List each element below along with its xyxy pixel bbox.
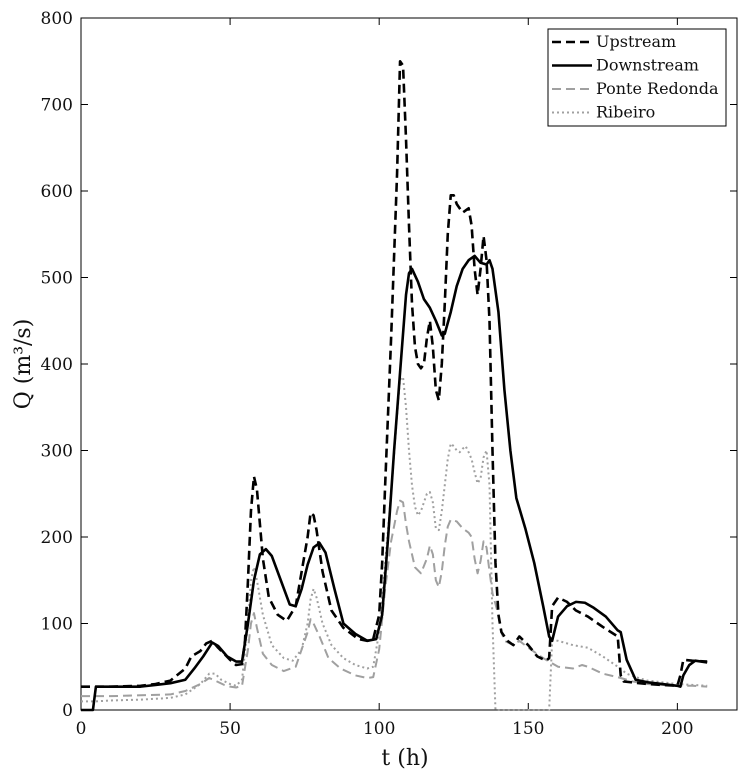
series-layer xyxy=(81,59,708,712)
y-tick-label: 500 xyxy=(41,269,73,289)
y-tick-label: 0 xyxy=(62,701,73,721)
y-tick-label: 200 xyxy=(41,528,73,548)
legend-entry-label: Upstream xyxy=(596,32,676,51)
series-line-downstream xyxy=(81,254,708,712)
x-tick-label: 50 xyxy=(219,719,241,739)
x-tick-label: 0 xyxy=(76,719,87,739)
y-axis-label: Q (m³/s) xyxy=(11,319,36,410)
y-tick-label: 300 xyxy=(41,442,73,462)
legend-entry-label: Ponte Redonda xyxy=(596,79,719,98)
x-axis-label: t (h) xyxy=(381,746,428,771)
legend-entry-label: Ribeiro xyxy=(596,103,655,122)
y-tick-label: 100 xyxy=(41,615,73,635)
legend-entry-label: Downstream xyxy=(596,56,699,75)
legend-box xyxy=(547,28,727,127)
plot-area xyxy=(80,17,738,711)
y-tick-label: 600 xyxy=(41,182,73,202)
x-tick-label: 150 xyxy=(512,719,544,739)
y-tick-label: 400 xyxy=(41,355,73,375)
axis-ticks: 0 50 100 150 200 0 100 200 300 400 500 600 700 800 xyxy=(41,9,737,739)
y-tick-label: 800 xyxy=(41,9,73,29)
series-line-ponte-redonda xyxy=(81,499,708,698)
x-tick-label: 200 xyxy=(661,719,693,739)
x-tick-label: 100 xyxy=(363,719,395,739)
y-tick-label: 700 xyxy=(41,96,73,116)
legend: Upstream Downstream Ponte Redonda Ribeiro xyxy=(547,28,727,127)
